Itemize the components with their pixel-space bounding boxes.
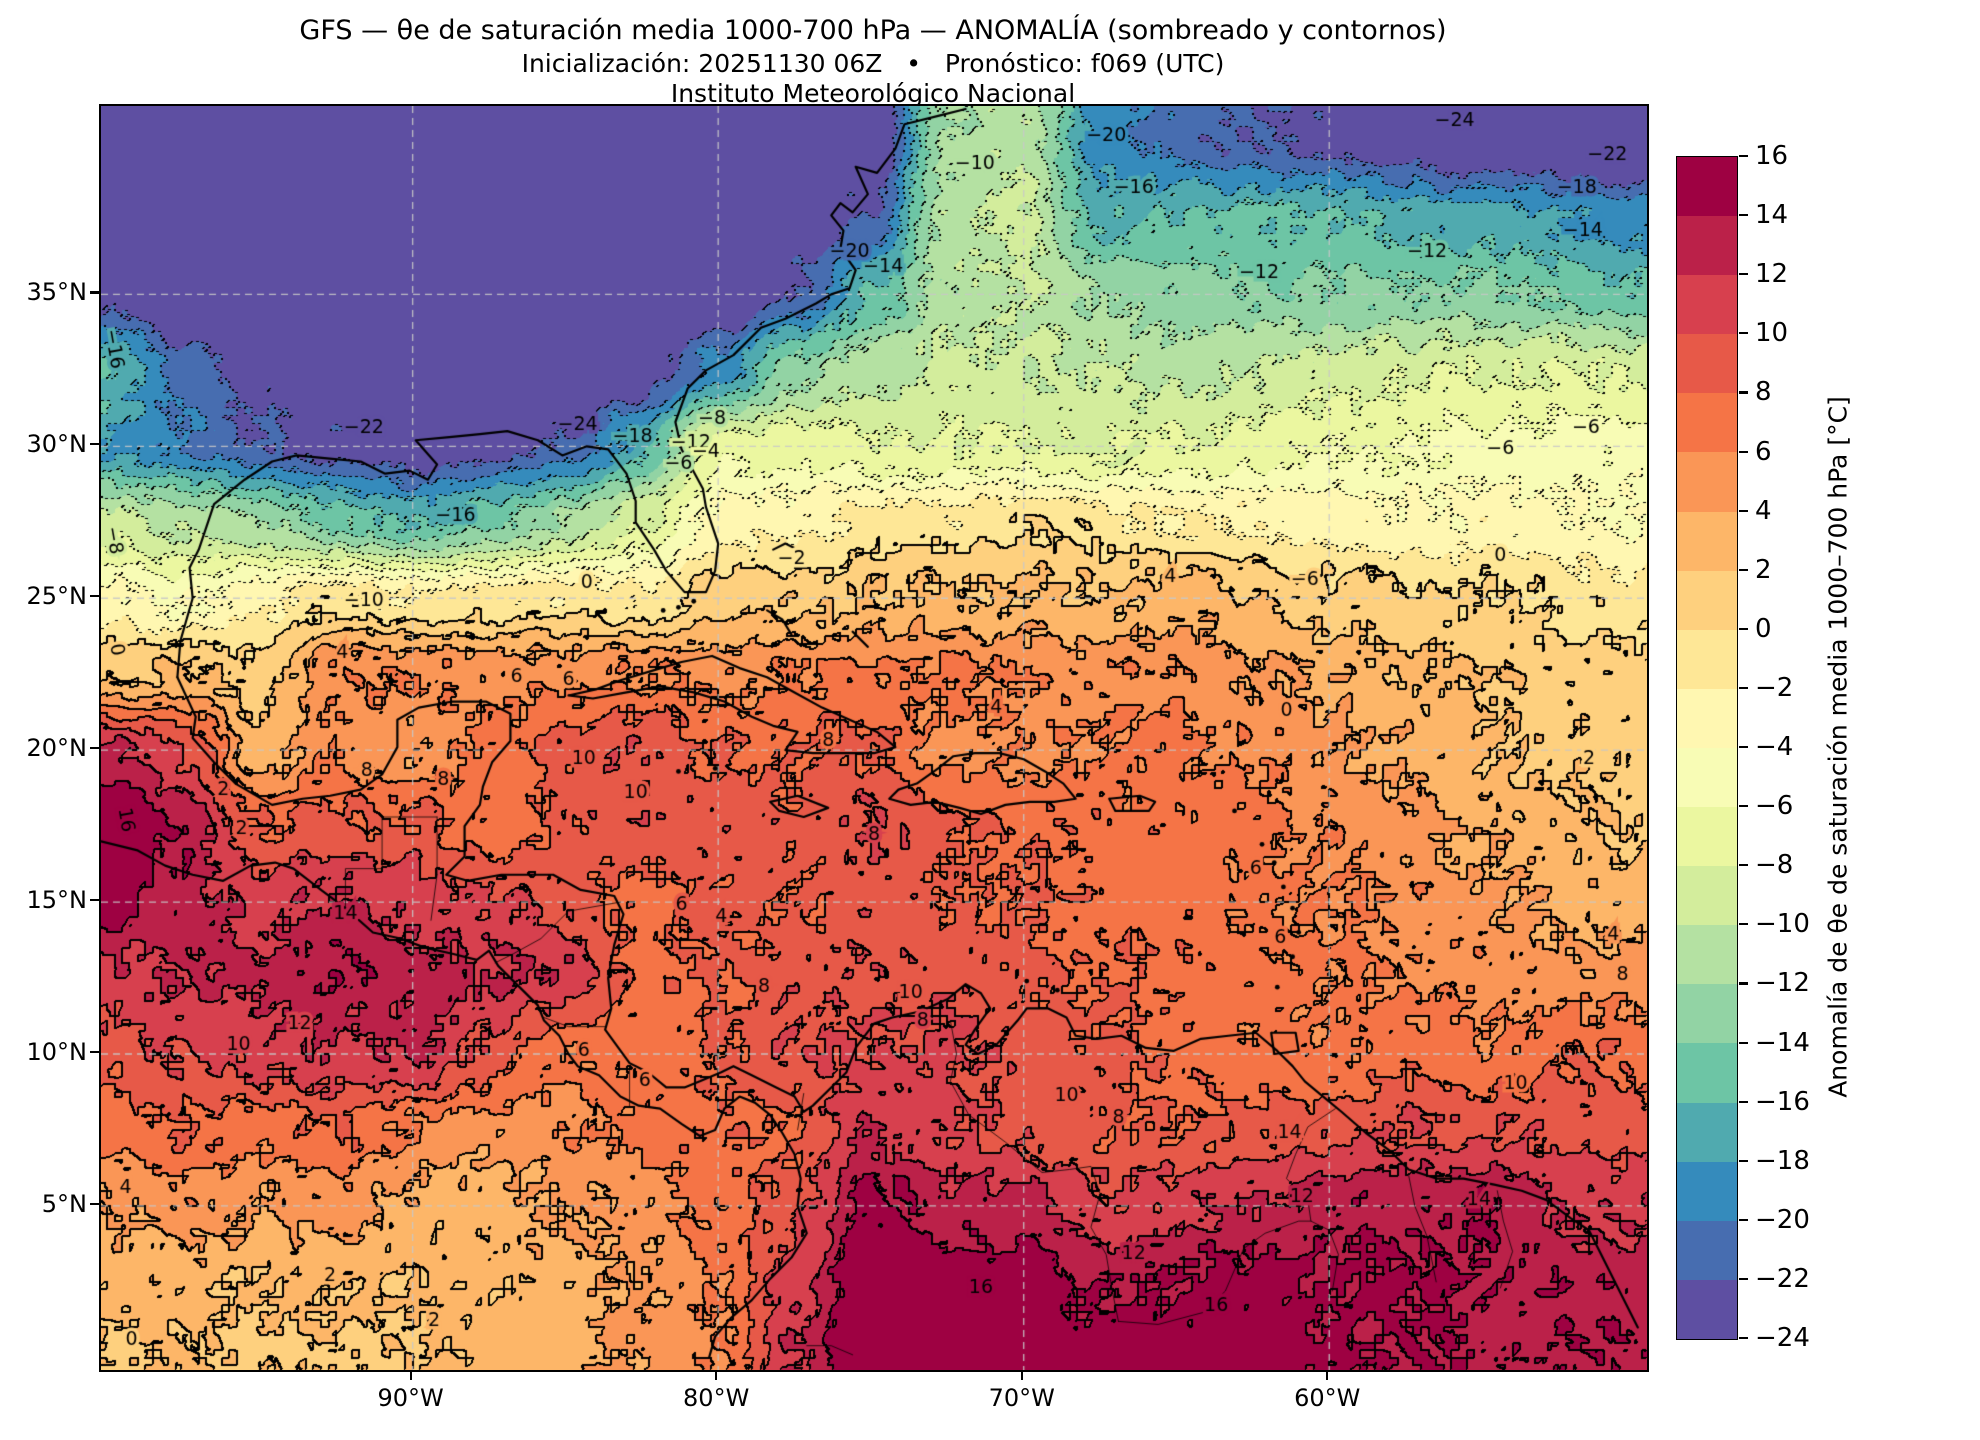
colorbar-tick-mark	[1739, 1041, 1748, 1044]
x-tick-label: 90°W	[377, 1384, 444, 1412]
y-tick-mark	[90, 747, 99, 750]
colorbar-tick-label: 4	[1755, 495, 1772, 526]
colorbar-tick-mark	[1739, 864, 1748, 867]
colorbar-segment	[1677, 629, 1737, 689]
x-tick-mark	[1020, 1371, 1023, 1380]
colorbar-tick-mark	[1739, 1159, 1748, 1162]
y-tick-mark	[90, 291, 99, 294]
colorbar-segment	[1677, 1161, 1737, 1221]
colorbar-tick-mark	[1739, 450, 1748, 453]
colorbar	[1676, 156, 1738, 1340]
colorbar-tick-mark	[1739, 1100, 1748, 1103]
x-tick-label: 60°W	[1294, 1384, 1361, 1412]
y-tick-mark	[90, 1202, 99, 1206]
colorbar-segment	[1677, 1102, 1737, 1162]
y-tick-label: 20°N	[26, 734, 88, 763]
colorbar-segment	[1677, 866, 1737, 926]
colorbar-tick-mark	[1739, 1277, 1748, 1281]
colorbar-tick-mark	[1739, 155, 1748, 158]
colorbar-tick-mark	[1739, 214, 1748, 217]
colorbar-tick-mark	[1739, 1218, 1748, 1221]
y-tick-mark	[90, 899, 99, 902]
chart-institution: Instituto Meteorológico Nacional	[670, 79, 1076, 108]
colorbar-tick-mark	[1739, 391, 1748, 394]
x-tick-mark	[409, 1371, 412, 1380]
y-tick-label: 30°N	[26, 430, 88, 459]
colorbar-segment	[1677, 570, 1737, 630]
colorbar-segment	[1677, 393, 1737, 453]
colorbar-label: Anomalía de θe de saturación media 1000–…	[1823, 396, 1853, 1098]
colorbar-tick-mark	[1739, 746, 1748, 749]
colorbar-segment	[1677, 452, 1737, 512]
colorbar-tick-label: −22	[1755, 1263, 1810, 1294]
colorbar-tick-mark	[1739, 982, 1748, 985]
colorbar-tick-label: 16	[1755, 141, 1789, 171]
colorbar-segment	[1677, 1043, 1737, 1103]
colorbar-tick-label: −20	[1755, 1204, 1810, 1235]
colorbar-tick-label: −24	[1755, 1323, 1810, 1353]
colorbar-tick-mark	[1739, 1337, 1748, 1340]
colorbar-segment	[1677, 807, 1737, 867]
colorbar-tick-label: −10	[1755, 909, 1810, 940]
colorbar-segment	[1677, 747, 1737, 808]
colorbar-tick-label: 14	[1755, 200, 1789, 231]
y-tick-mark	[90, 443, 99, 446]
colorbar-segment	[1677, 216, 1737, 276]
colorbar-segment	[1677, 511, 1737, 571]
chart-subtitle: Inicialización: 20251130 06Z • Pronóstic…	[521, 49, 1225, 78]
y-tick-label: 25°N	[26, 582, 88, 611]
colorbar-tick-mark	[1739, 273, 1748, 276]
colorbar-tick-mark	[1739, 923, 1748, 926]
colorbar-tick-label: 10	[1755, 318, 1789, 349]
x-tick-label: 70°W	[988, 1384, 1055, 1412]
colorbar-tick-mark	[1739, 509, 1748, 512]
colorbar-tick-label: −14	[1755, 1027, 1810, 1058]
colorbar-tick-label: −18	[1755, 1145, 1810, 1176]
colorbar-segment	[1677, 334, 1737, 394]
colorbar-segment	[1677, 157, 1737, 217]
colorbar-tick-mark	[1739, 332, 1748, 335]
map-plot-area	[99, 104, 1649, 1372]
colorbar-segment	[1677, 275, 1737, 335]
colorbar-tick-mark	[1739, 568, 1748, 571]
map-canvas	[101, 106, 1647, 1370]
x-tick-mark	[1326, 1371, 1329, 1380]
colorbar-tick-label: −12	[1755, 968, 1810, 999]
colorbar-tick-label: 12	[1755, 259, 1789, 290]
y-tick-label: 15°N	[26, 886, 88, 915]
x-tick-label: 80°W	[683, 1384, 750, 1412]
colorbar-tick-label: −8	[1755, 850, 1794, 881]
colorbar-tick-label: 8	[1755, 377, 1772, 408]
colorbar-tick-mark	[1739, 805, 1748, 808]
y-tick-mark	[90, 595, 99, 598]
colorbar-tick-mark	[1739, 627, 1748, 630]
colorbar-segment	[1677, 688, 1737, 748]
colorbar-tick-label: 6	[1755, 436, 1772, 467]
colorbar-segment	[1677, 1279, 1737, 1339]
y-tick-label: 10°N	[26, 1038, 88, 1066]
y-tick-label: 5°N	[41, 1189, 87, 1218]
colorbar-tick-label: −16	[1755, 1086, 1810, 1117]
y-tick-mark	[90, 1051, 99, 1054]
colorbar-tick-label: 2	[1755, 554, 1772, 585]
colorbar-tick-mark	[1739, 686, 1748, 690]
colorbar-segment	[1677, 925, 1737, 985]
colorbar-tick-label: 0	[1755, 613, 1772, 644]
colorbar-tick-label: −4	[1755, 732, 1794, 762]
y-tick-label: 35°N	[26, 278, 88, 307]
x-tick-mark	[715, 1371, 718, 1380]
chart-title: GFS — θe de saturación media 1000-700 hP…	[299, 15, 1447, 46]
colorbar-tick-label: −6	[1755, 791, 1794, 822]
colorbar-tick-label: −2	[1755, 672, 1794, 703]
colorbar-segment	[1677, 1220, 1737, 1280]
colorbar-segment	[1677, 984, 1737, 1044]
